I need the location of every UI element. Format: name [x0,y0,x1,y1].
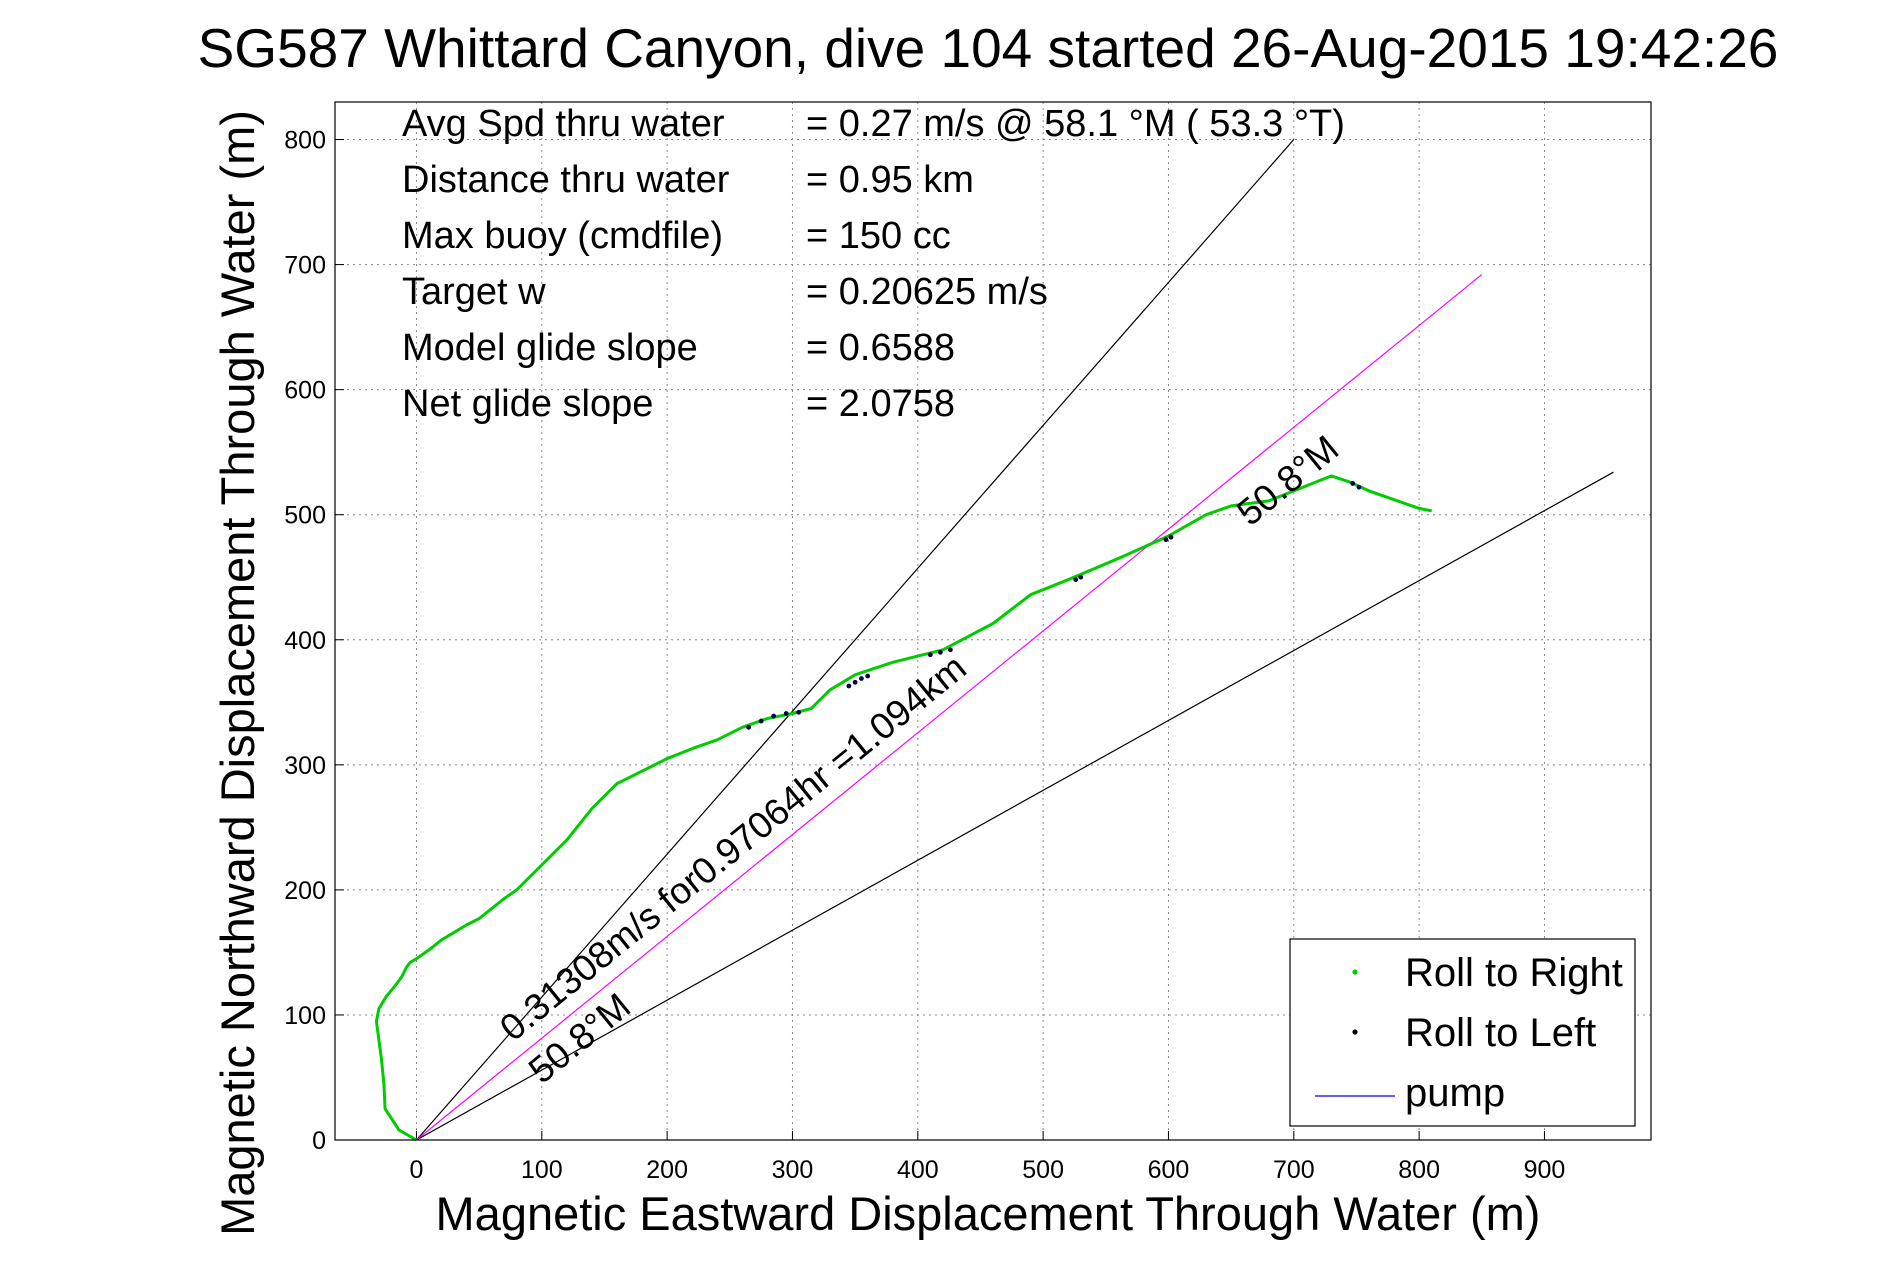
stat-value: = 0.20625 m/s [806,271,1048,313]
y-tick-label: 500 [284,502,326,530]
y-tick-label: 800 [284,127,326,155]
stat-value: = 0.95 km [806,159,974,201]
legend-label: pump [1405,1071,1505,1115]
legend-items: Roll to Right Roll to Left pump [1315,951,1623,1115]
chart-title: SG587 Whittard Canyon, dive 104 started … [198,17,1779,79]
reference-lines [416,139,1614,1140]
x-axis-label: Magnetic Eastward Displacement Through W… [436,1187,1541,1240]
stat-label: Max buoy (cmdfile) [402,215,723,257]
y-tick-label: 0 [312,1127,326,1155]
stat-label: Distance thru water [402,159,730,201]
series-line-roll-right [374,474,1432,1142]
legend-swatch [1352,969,1358,975]
axis-ticks: 0 100 200 300 400 500 600 700 800 900 0 100 200 300 40… [284,127,1565,1184]
series-point-roll-left [859,676,864,681]
stat-label: Net glide slope [402,383,653,425]
stat-value: = 2.0758 [806,383,955,425]
stat-value: = 0.27 m/s @ 58.1 °M ( 53.3 °T) [806,103,1345,145]
data-series [374,474,1432,1142]
x-tick-label: 200 [646,1156,688,1184]
x-tick-label: 500 [1022,1156,1064,1184]
reference-line-heading [416,274,1483,1140]
stats-block: Avg Spd thru water = 0.27 m/s @ 58.1 °M (… [402,103,1345,425]
series-point-roll-left [947,647,953,653]
series-point-roll-left [927,652,933,658]
stat-value: = 0.6588 [806,327,955,369]
series-point-roll-left [1073,577,1079,583]
x-tick-label: 700 [1273,1156,1315,1184]
stat-label: Avg Spd thru water [402,103,725,145]
stat-label: Model glide slope [402,327,698,369]
series-point-roll-left [771,713,777,719]
legend-box [1289,938,1636,1127]
plot-frame [334,101,1652,1141]
series-point-roll-left [1350,481,1356,486]
legend-label: Roll to Left [1405,1011,1596,1055]
y-tick-label: 700 [284,252,326,280]
reference-line-lower [416,471,1614,1140]
series-point-roll-left [1356,484,1362,490]
y-axis-label: Magnetic Northward Displacement Through … [211,110,264,1236]
series-point-roll-left [852,679,858,685]
series-point-roll-left [758,718,764,724]
x-tick-label: 100 [521,1156,563,1184]
series-point-roll-left [937,649,943,655]
series-point-roll-left [1163,537,1169,543]
y-tick-label: 600 [284,377,326,405]
x-tick-label: 300 [772,1156,814,1184]
series-point-roll-left [796,709,802,715]
y-tick-label: 200 [284,877,326,905]
x-tick-label: 800 [1398,1156,1440,1184]
legend-label: Roll to Right [1405,951,1623,995]
series-point-roll-left [846,683,852,689]
series-point-roll-left [783,711,789,716]
series-point-roll-left [746,724,751,730]
x-tick-label: 400 [897,1156,939,1184]
x-tick-label: 0 [410,1156,424,1184]
y-tick-label: 100 [284,1002,326,1030]
legend: Roll to Right Roll to Left pump [1289,938,1636,1127]
series-point-roll-left [1078,574,1084,580]
legend-swatch [1352,1029,1358,1035]
series-point-roll-left [865,673,871,679]
reference-line-upper [416,139,1295,1140]
y-tick-label: 300 [284,752,326,780]
x-tick-label: 900 [1524,1156,1566,1184]
series-point-roll-left [1168,534,1174,540]
x-tick-label: 600 [1148,1156,1190,1184]
y-tick-label: 400 [284,627,326,655]
stat-label: Target w [402,271,546,313]
stat-value: = 150 cc [806,215,951,257]
